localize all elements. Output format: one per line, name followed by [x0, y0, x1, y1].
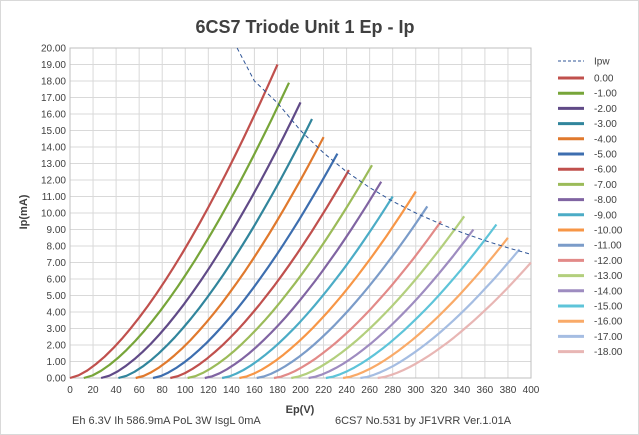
legend-label: -4.00 — [594, 134, 617, 145]
x-tick-label: 380 — [500, 385, 517, 396]
y-tick-label: 1.00 — [47, 357, 67, 368]
y-tick-label: 9.00 — [47, 225, 67, 236]
series-line-2 — [100, 101, 302, 380]
legend-label: -7.00 — [594, 180, 617, 191]
legend-label: -8.00 — [594, 195, 617, 206]
legend-label: -16.00 — [594, 317, 623, 328]
legend-label: -2.00 — [594, 104, 617, 115]
y-axis-label: Ip(mA) — [18, 194, 30, 229]
x-tick-label: 300 — [407, 385, 424, 396]
grid — [69, 47, 532, 379]
legend-label: -5.00 — [594, 150, 617, 161]
series-line-16 — [342, 237, 509, 380]
legend-label: -6.00 — [594, 165, 617, 176]
x-tick-label: 280 — [384, 385, 401, 396]
y-tick-label: 5.00 — [47, 291, 67, 302]
x-tick-label: 180 — [269, 385, 286, 396]
series-line-6 — [170, 169, 350, 380]
series-line-17 — [360, 248, 521, 380]
legend-label: -14.00 — [594, 286, 623, 297]
x-tick-label: 120 — [200, 385, 217, 396]
x-tick-label: 0 — [67, 385, 73, 396]
x-tick-label: 340 — [454, 385, 471, 396]
plot-area — [69, 47, 532, 379]
footer-left: Eh 6.3V Ih 586.9mA PoL 3W IsgL 0mA — [72, 415, 261, 427]
series-line-0 — [69, 64, 279, 380]
series-line-4 — [135, 136, 325, 380]
y-tick-label: 17.00 — [41, 93, 66, 104]
x-tick-label: 40 — [111, 385, 123, 396]
ipw-line — [236, 47, 532, 255]
y-tick-label: 19.00 — [41, 60, 66, 71]
legend-label: -12.00 — [594, 256, 623, 267]
series-line-18 — [377, 261, 532, 380]
legend-label: -10.00 — [594, 226, 623, 237]
x-tick-label: 260 — [361, 385, 378, 396]
x-tick-label: 220 — [315, 385, 332, 396]
x-tick-label: 360 — [477, 385, 494, 396]
legend-label: -15.00 — [594, 302, 623, 313]
y-tick-label: 0.00 — [47, 374, 67, 385]
series-line-5 — [152, 153, 339, 380]
series-line-9 — [221, 195, 394, 380]
power-limit-curve — [236, 47, 532, 255]
legend-label: -18.00 — [594, 347, 623, 358]
y-tick-label: 10.00 — [41, 209, 66, 220]
y-tick-label: 8.00 — [47, 242, 67, 253]
footer-right: 6CS7 No.531 by JF1VRR Ver.1.01A — [335, 415, 512, 427]
series-line-3 — [118, 118, 313, 380]
y-tick-label: 13.00 — [41, 159, 66, 170]
y-tick-label: 7.00 — [47, 258, 67, 269]
y-tick-label: 6.00 — [47, 275, 67, 286]
x-tick-label: 160 — [246, 385, 263, 396]
x-tick-label: 100 — [177, 385, 194, 396]
series-line-15 — [325, 223, 498, 380]
y-tick-label: 20.00 — [41, 44, 66, 55]
series-line-1 — [83, 82, 290, 380]
x-tick-label: 80 — [157, 385, 169, 396]
legend-label: -3.00 — [594, 119, 617, 130]
series-line-7 — [187, 164, 373, 380]
x-tick-label: 320 — [430, 385, 447, 396]
series-line-14 — [308, 228, 475, 380]
legend: Ipw 0.00 -1.00 -2.00 -3.00 -4.00 -5.00 -6.00 -7.… — [558, 57, 623, 358]
series-line-13 — [291, 215, 466, 380]
y-tick-label: 11.00 — [42, 192, 67, 203]
series-line-11 — [256, 205, 429, 380]
x-tick-label: 140 — [223, 385, 240, 396]
series-line-10 — [239, 190, 417, 380]
x-tick-label: 400 — [523, 385, 540, 396]
x-tick-label: 20 — [87, 385, 99, 396]
y-tick-label: 15.00 — [41, 126, 66, 137]
series-line-12 — [273, 220, 442, 380]
x-tick-label: 60 — [134, 385, 146, 396]
y-tick-label: 14.00 — [41, 143, 66, 154]
x-axis-label: Ep(V) — [286, 404, 315, 416]
legend-label: 0.00 — [594, 74, 614, 85]
y-tick-label: 18.00 — [41, 77, 66, 88]
series-line-8 — [204, 181, 383, 380]
chart-title: 6CS7 Triode Unit 1 Ep - Ip — [195, 17, 414, 37]
y-tick-label: 3.00 — [47, 324, 67, 335]
y-tick-labels: 0.00 1.00 2.00 3.00 4.00 5.00 6.00 7.00 8.00 9.00… — [41, 44, 66, 385]
legend-label: -9.00 — [594, 210, 617, 221]
legend-label-ipw: Ipw — [594, 57, 610, 68]
legend-label: -13.00 — [594, 271, 623, 282]
y-tick-label: 2.00 — [47, 341, 67, 352]
y-tick-label: 12.00 — [41, 176, 66, 187]
x-tick-labels: 0 20 40 60 80 100 120 140 160 180 200 220 240 260 280 3… — [67, 385, 540, 396]
legend-label: -17.00 — [594, 332, 623, 343]
legend-label: -11.00 — [594, 241, 622, 252]
x-tick-label: 240 — [338, 385, 355, 396]
y-tick-label: 16.00 — [41, 110, 66, 121]
y-tick-label: 4.00 — [47, 308, 67, 319]
plate-curves — [69, 64, 532, 380]
x-tick-label: 200 — [292, 385, 309, 396]
legend-label: -1.00 — [594, 89, 617, 100]
